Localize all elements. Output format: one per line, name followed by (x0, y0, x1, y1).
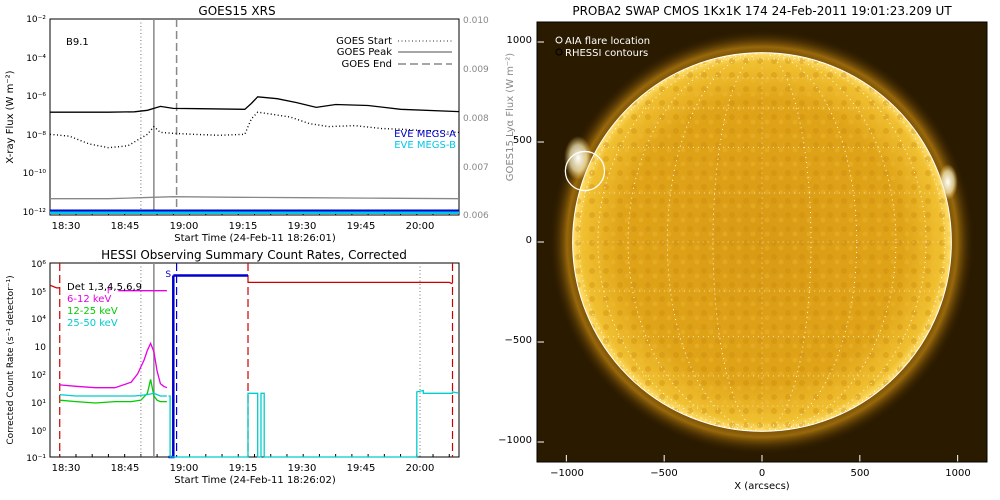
goes-ytick-1: 10⁻⁴ (26, 54, 46, 64)
goes-y-ticks: 10⁻² 10⁻⁴ 10⁻⁶ 10⁻⁸ 10⁻¹⁰ 10⁻¹² (23, 15, 47, 218)
goes-y2tick-3: 0.007 (463, 163, 489, 173)
goes-ytick-5: 10⁻¹² (23, 208, 47, 218)
hessi-xtick-1: 18:45 (111, 463, 140, 474)
series-line-0 (50, 97, 459, 112)
series-line-7 (60, 393, 167, 396)
hessi-xlabel: Start Time (24-Feb-11 18:26:02) (174, 475, 336, 486)
hessi-legend-12-25: 12-25 keV (67, 306, 118, 317)
series-line-4 (169, 276, 174, 458)
series-line-0 (50, 285, 60, 288)
hessi-xtick-3: 19:15 (229, 463, 258, 474)
goes-xlabel: Start Time (24-Feb-11 18:26:01) (174, 233, 336, 244)
swap-legend-rhessi-label: RHESSI contours (565, 48, 648, 59)
hessi-panel: HESSI Observing Summary Count Rates, Cor… (6, 248, 459, 486)
swap-xtick-3: 500 (850, 468, 869, 479)
goes-y2tick-1: 0.009 (463, 65, 489, 75)
hessi-ytick-1: 10⁵ (31, 288, 46, 298)
goes-xtick-4: 19:30 (288, 221, 317, 232)
goes-xtick-0: 18:30 (52, 221, 81, 232)
goes-legend-start-label: GOES Start (336, 36, 392, 47)
goes-y2-ticks: 0.010 0.009 0.008 0.007 0.006 (463, 16, 489, 221)
goes-x-ticks: 18:30 18:45 19:00 19:15 19:30 19:45 20:0… (52, 221, 435, 232)
hessi-title: HESSI Observing Summary Count Rates, Cor… (101, 248, 407, 262)
goes-ytick-3: 10⁻⁸ (26, 131, 46, 141)
goes-eve-b-label: EVE MEGS-B (394, 140, 456, 151)
series-line-6 (60, 379, 167, 403)
swap-ytick-0: 1000 (507, 35, 532, 46)
swap-xlabel: X (arcsecs) (734, 481, 790, 492)
goes-y2tick-2: 0.008 (463, 114, 489, 124)
hessi-ytick-7: 10⁻¹ (26, 454, 46, 464)
swap-xtick-4: 1000 (945, 468, 970, 479)
hessi-legend-6-12: 6-12 keV (67, 294, 111, 305)
swap-xtick-2: 0 (759, 468, 765, 479)
hessi-xtick-0: 18:30 (52, 463, 81, 474)
goes-eve-a-label: EVE MEGS-A (394, 129, 456, 140)
flag-label-1: S (165, 270, 171, 280)
swap-ytick-2: 0 (526, 235, 532, 246)
goes-ytick-0: 10⁻² (26, 15, 46, 25)
hessi-ytick-0: 10⁶ (31, 260, 46, 270)
swap-xtick-1: −500 (650, 468, 677, 479)
goes-panel: GOES15 XRS B9.1 GOES Start GOES Peak GOE… (5, 4, 516, 244)
swap-legend-aia-label: AIA flare location (565, 36, 650, 47)
series-line-2 (50, 197, 459, 199)
goes-legend-end-label: GOES End (342, 59, 392, 70)
hessi-x-ticks: 18:30 18:45 19:00 19:15 19:30 19:45 20:0… (52, 463, 435, 474)
goes-ytick-4: 10⁻¹⁰ (23, 169, 47, 179)
swap-ytick-1: 500 (513, 135, 532, 146)
goes-ytick-2: 10⁻⁶ (26, 92, 46, 102)
goes-xtick-5: 19:45 (347, 221, 376, 232)
hessi-y-ticks: 10⁶ 10⁵ 10⁴ 10⁳ 10² 10¹ 10⁰ 10⁻¹ (26, 260, 46, 464)
hessi-ytick-4: 10² (31, 371, 46, 381)
goes-ylabel: X-ray Flux (W m⁻²) (5, 70, 16, 163)
hessi-legend-det: Det 1,3,4,5,6,9 (67, 282, 142, 293)
series-line-1 (248, 282, 453, 283)
goes-y2label: GOES15 Lyα Flux (W m⁻²) (505, 53, 516, 181)
swap-title: PROBA2 SWAP CMOS 1Kx1K 174 24-Feb-2011 1… (572, 4, 952, 18)
swap-x-ticks: −1000 −500 0 500 1000 (550, 468, 971, 479)
hessi-ylabel: Corrected Count Rate (s⁻¹ detector⁻¹) (6, 275, 16, 444)
east-limb-brightening (564, 136, 592, 180)
goes-y2tick-0: 0.010 (463, 16, 489, 26)
goes-title: GOES15 XRS (198, 4, 275, 18)
swap-panel: PROBA2 SWAP CMOS 1Kx1K 174 24-Feb-2011 1… (498, 4, 987, 492)
goes-annotation: B9.1 (66, 37, 89, 48)
goes-y2tick-4: 0.006 (463, 211, 489, 221)
goes-plot-frame (50, 19, 459, 215)
swap-ytick-3: −500 (505, 335, 532, 346)
hessi-legend: Det 1,3,4,5,6,9 6-12 keV 12-25 keV 25-50… (67, 282, 142, 329)
hessi-xtick-5: 19:45 (347, 463, 376, 474)
series-line-8 (169, 391, 460, 458)
hessi-legend-25-50: 25-50 keV (67, 318, 118, 329)
goes-plot-area (50, 19, 459, 215)
hessi-xtick-6: 20:00 (406, 463, 435, 474)
hessi-ytick-6: 10⁰ (31, 427, 46, 437)
hessi-ytick-2: 10⁴ (31, 315, 46, 325)
goes-xtick-2: 19:00 (170, 221, 199, 232)
swap-legend: AIA flare location RHESSI contours (556, 36, 650, 59)
sun-texture (573, 53, 952, 432)
hessi-ytick-3: 10⁳ (35, 343, 47, 353)
goes-legend: GOES Start GOES Peak GOES End (336, 36, 452, 70)
goes-xtick-3: 19:15 (229, 221, 258, 232)
goes-xtick-1: 18:45 (111, 221, 140, 232)
hessi-xtick-4: 19:30 (288, 463, 317, 474)
goes-legend-peak-label: GOES Peak (337, 47, 392, 58)
hessi-xtick-2: 19:00 (170, 463, 199, 474)
swap-xtick-0: −1000 (550, 468, 584, 479)
goes-eve-legend: EVE MEGS-A EVE MEGS-B (394, 129, 456, 151)
west-limb-brightening (938, 164, 958, 200)
goes-xtick-6: 20:00 (406, 221, 435, 232)
swap-ytick-4: −1000 (498, 435, 532, 446)
hessi-ytick-5: 10¹ (31, 399, 46, 409)
